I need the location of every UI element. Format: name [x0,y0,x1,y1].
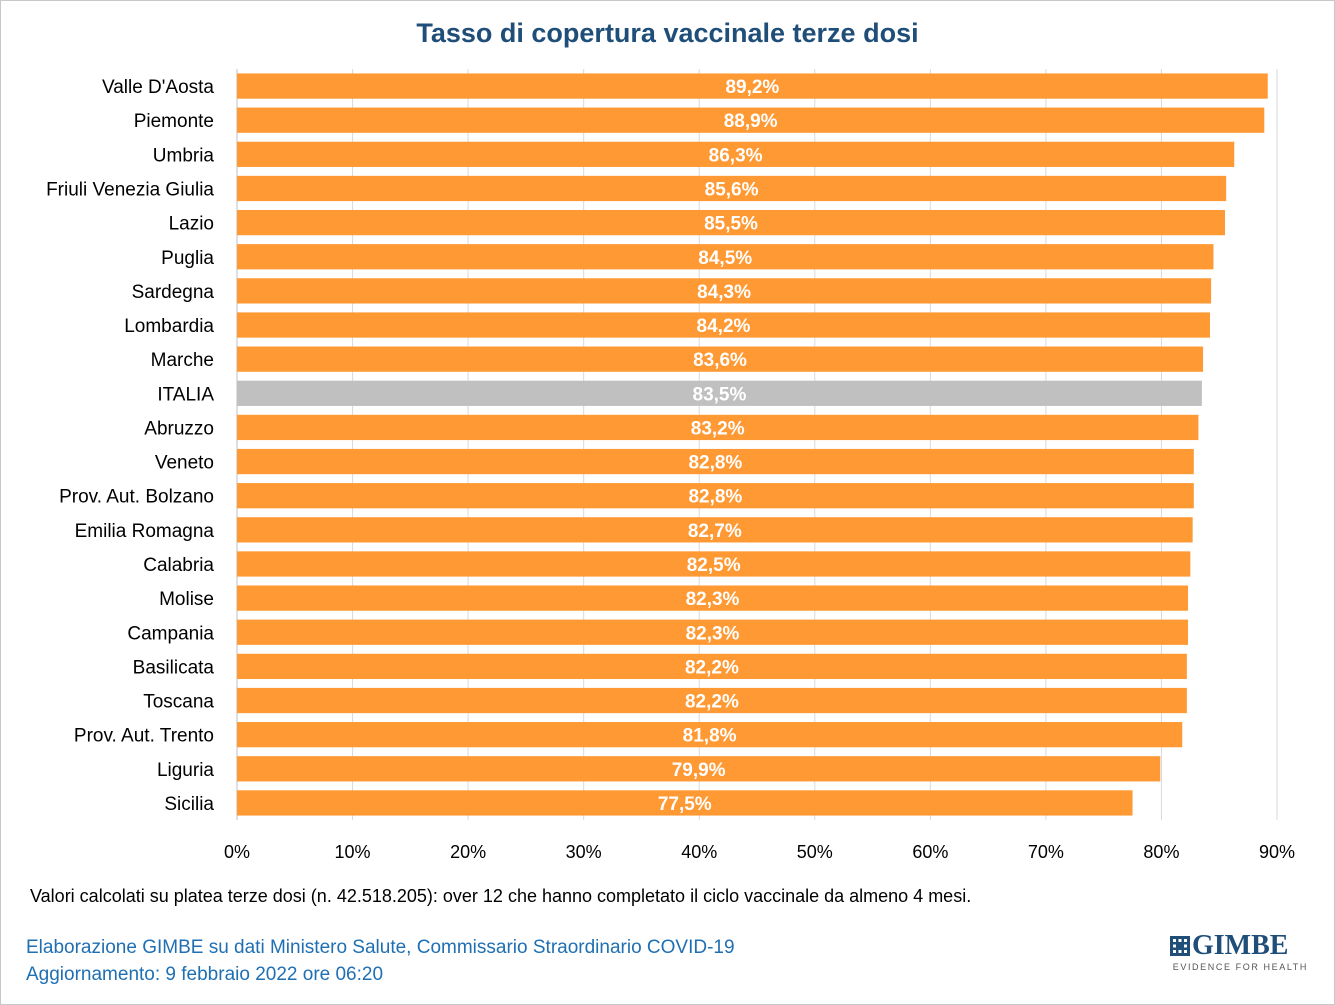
bar [237,722,1183,748]
x-tick-label: 70% [1028,842,1064,862]
category-label: Sicilia [164,794,214,815]
x-tick-label: 10% [335,842,371,862]
data-label: 84,2% [697,316,751,337]
bar [237,448,1194,475]
x-tick-label: 0% [224,842,250,862]
bar [237,414,1199,441]
category-label: Lombardia [124,316,214,337]
data-label: 83,2% [691,418,745,439]
data-label: 79,9% [672,760,726,781]
data-label: 82,3% [686,623,740,644]
gimbe-logo: GIMBE EVIDENCE FOR HEALTH [1168,930,1308,976]
chart-title: Tasso di copertura vaccinale terze dosi [416,18,919,48]
data-label: 84,5% [698,248,752,269]
data-label: 83,5% [693,384,747,405]
bar [237,175,1227,202]
bar [237,107,1265,133]
data-label: 85,5% [704,214,758,235]
x-tick-label: 60% [912,842,948,862]
data-label: 81,8% [683,726,737,747]
bar [237,619,1189,645]
data-label: 82,8% [688,487,742,508]
logo-tagline: EVIDENCE FOR HEALTH [1172,962,1308,972]
category-label: Prov. Aut. Bolzano [59,487,214,508]
category-label: Campania [127,623,214,644]
x-tick-label: 50% [797,842,833,862]
x-tick-label: 80% [1143,842,1179,862]
bar [237,517,1193,543]
category-label: Liguria [157,760,214,781]
category-label: Friuli Venezia Giulia [46,179,214,200]
category-label: Piemonte [134,111,214,132]
data-label: 82,5% [687,555,741,576]
category-label: Molise [159,589,214,610]
x-tick-label: 20% [450,842,486,862]
bar [237,278,1212,304]
x-tick-label: 40% [681,842,717,862]
bar-italia [237,380,1202,406]
data-label: 84,3% [697,282,751,303]
category-label: ITALIA [157,384,214,405]
bar [237,73,1268,99]
data-label: 82,2% [685,657,739,678]
bar [237,312,1210,338]
data-label: 82,2% [685,692,739,713]
x-tick-label: 30% [566,842,602,862]
bar-chart: 0% 10% 20% 30% 40% 50% 60% 70% 80% 90% Valle D'Aos… [46,69,1295,862]
category-label: Basilicata [133,657,215,678]
data-label: 77,5% [658,794,712,815]
bar [237,790,1133,816]
credit-source: Elaborazione GIMBE su dati Ministero Sal… [26,937,735,958]
category-label: Umbria [153,145,215,166]
bar [237,653,1187,680]
category-label: Veneto [155,453,214,474]
footnote: Valori calcolati su platea terze dosi (n… [30,886,972,906]
logo-name: GIMBE [1192,930,1289,961]
data-label: 89,2% [725,77,779,98]
bar [237,585,1189,611]
category-label: Prov. Aut. Trento [74,726,214,747]
bar [237,687,1187,714]
bar [237,756,1161,782]
data-label: 85,6% [705,179,759,200]
bar [237,141,1235,167]
category-label: Abruzzo [144,418,214,439]
bar [237,551,1191,577]
category-label: Marche [151,350,214,371]
data-label: 82,7% [688,521,742,542]
data-label: 88,9% [724,111,778,132]
category-label: Lazio [169,214,214,235]
bar [237,209,1225,236]
category-label: Calabria [143,555,214,576]
bar [237,244,1214,270]
category-label: Emilia Romagna [75,521,215,542]
credit-updated: Aggiornamento: 9 febbraio 2022 ore 06:20 [26,964,384,985]
category-label: Puglia [161,248,214,269]
x-tick-label: 90% [1259,842,1295,862]
category-label: Toscana [143,692,214,713]
category-label: Valle D'Aosta [102,77,214,98]
data-label: 82,3% [686,589,740,610]
bar [237,346,1204,372]
data-label: 82,8% [688,453,742,474]
bar [237,483,1194,509]
data-label: 86,3% [709,145,763,166]
category-label: Sardegna [132,282,215,303]
gimbe-logo-icon [1170,936,1190,956]
data-label: 83,6% [693,350,747,371]
